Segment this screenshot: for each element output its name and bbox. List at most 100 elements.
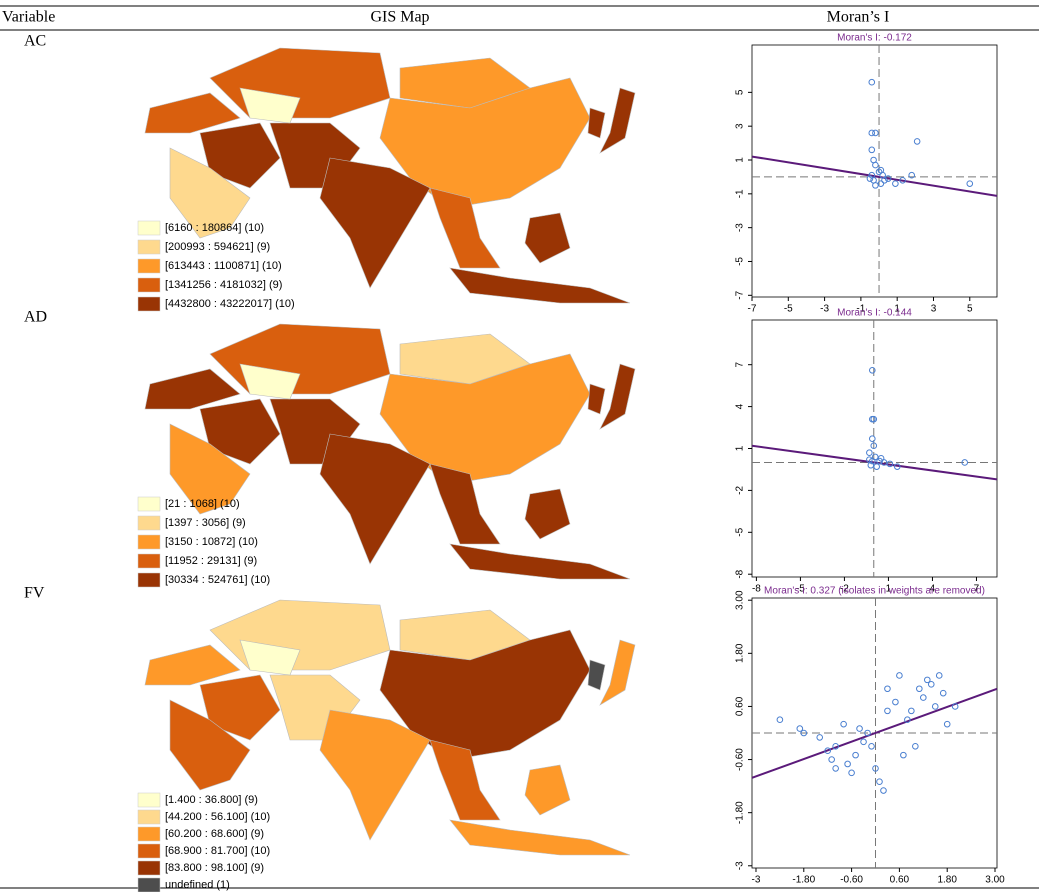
plot-title: Moran's I: 0.327 (isolates in weights ar… xyxy=(764,586,985,597)
legend-swatch xyxy=(138,810,160,824)
point xyxy=(909,708,915,714)
header-cell: GIS Map xyxy=(370,9,429,26)
plot-area xyxy=(752,45,997,297)
legend-label: [1397 : 3056] (9) xyxy=(165,517,246,529)
map-region xyxy=(450,544,630,579)
legend-swatch xyxy=(138,554,160,568)
legend-swatch xyxy=(138,878,160,892)
map-region xyxy=(450,268,630,303)
y-tick-label: 1.80 xyxy=(735,643,746,663)
point xyxy=(861,739,867,745)
y-tick-label: 1 xyxy=(735,157,746,163)
map-region xyxy=(210,324,390,394)
x-tick-label: -7 xyxy=(748,304,757,315)
map-region xyxy=(450,820,630,855)
x-tick-label: -3 xyxy=(752,875,761,886)
point xyxy=(869,436,875,442)
x-tick-label: 3.00 xyxy=(985,875,1005,886)
point xyxy=(873,183,879,189)
x-tick-label: 5 xyxy=(967,304,973,315)
legend-label: [44.200 : 56.100] (10) xyxy=(165,811,270,823)
legend-label: [200993 : 594621] (9) xyxy=(165,241,270,253)
point xyxy=(897,673,903,679)
point xyxy=(936,673,942,679)
plot-area xyxy=(752,320,997,577)
point xyxy=(881,788,887,794)
point xyxy=(829,757,835,763)
legend-swatch xyxy=(138,516,160,530)
point xyxy=(869,147,875,153)
variable-label: AD xyxy=(24,309,47,326)
point xyxy=(833,766,839,772)
point xyxy=(874,464,880,470)
variable-label: FV xyxy=(24,585,45,602)
map-region xyxy=(600,88,635,153)
point xyxy=(921,695,927,701)
legend-label: [613443 : 1100871] (10) xyxy=(165,260,282,272)
map-region xyxy=(525,765,570,815)
map-region xyxy=(210,600,390,670)
y-tick-label: -3 xyxy=(735,223,746,232)
point xyxy=(867,450,873,456)
y-tick-label: -1.80 xyxy=(735,801,746,824)
point xyxy=(913,743,919,749)
point xyxy=(857,726,863,732)
legend-label: [60.200 : 68.600] (9) xyxy=(165,828,264,840)
plot-area xyxy=(752,598,997,868)
legend-swatch xyxy=(138,535,160,549)
x-tick-label: -8 xyxy=(752,584,761,595)
point xyxy=(845,761,851,767)
point xyxy=(928,682,934,688)
map-region xyxy=(525,213,570,263)
map-region xyxy=(588,660,605,690)
legend-label: [21 : 1068] (10) xyxy=(165,498,240,510)
map-region xyxy=(145,645,240,685)
point xyxy=(817,735,823,741)
y-tick-label: 4 xyxy=(735,403,746,409)
point xyxy=(940,690,946,696)
point xyxy=(885,708,891,714)
point xyxy=(853,752,859,758)
y-tick-label: -0.60 xyxy=(735,748,746,771)
point xyxy=(893,699,899,705)
map-region xyxy=(588,384,605,414)
y-tick-label: -3 xyxy=(735,861,746,870)
legend-swatch xyxy=(138,278,160,292)
x-tick-label: -1.80 xyxy=(792,875,815,886)
legend-label: [68.900 : 81.700] (10) xyxy=(165,845,270,857)
map-region xyxy=(145,93,240,133)
y-tick-label: -8 xyxy=(735,569,746,578)
y-tick-label: -2 xyxy=(735,486,746,495)
legend-label: [83.800 : 98.100] (9) xyxy=(165,862,264,874)
point xyxy=(873,130,879,136)
y-tick-label: -5 xyxy=(735,527,746,536)
legend-label: [4432800 : 43222017] (10) xyxy=(165,298,295,310)
point xyxy=(917,686,923,692)
map-region xyxy=(600,640,635,705)
map-region xyxy=(145,369,240,409)
point xyxy=(841,721,847,727)
table-figure: Variable GIS Map Moran’s I AC[6160 : 180… xyxy=(0,0,1039,892)
point xyxy=(885,686,891,692)
legend-swatch xyxy=(138,497,160,511)
legend-label: [11952 : 29131] (9) xyxy=(165,555,257,567)
y-tick-label: -7 xyxy=(735,290,746,299)
point xyxy=(893,181,899,187)
legend-label: [30334 : 524761] (10) xyxy=(165,574,270,586)
point xyxy=(877,779,883,785)
y-tick-label: 3 xyxy=(735,123,746,129)
legend-label: [6160 : 180864] (10) xyxy=(165,222,264,234)
point xyxy=(932,704,938,710)
legend-swatch xyxy=(138,793,160,807)
legend-swatch xyxy=(138,259,160,273)
point xyxy=(869,743,875,749)
map-region xyxy=(525,489,570,539)
legend-swatch xyxy=(138,861,160,875)
point xyxy=(849,770,855,776)
x-tick-label: -5 xyxy=(784,304,793,315)
map-region xyxy=(588,108,605,138)
legend-swatch xyxy=(138,827,160,841)
legend-swatch xyxy=(138,297,160,311)
x-tick-label: 1.80 xyxy=(937,875,957,886)
plot-title: Moran's I: -0.172 xyxy=(837,33,912,44)
